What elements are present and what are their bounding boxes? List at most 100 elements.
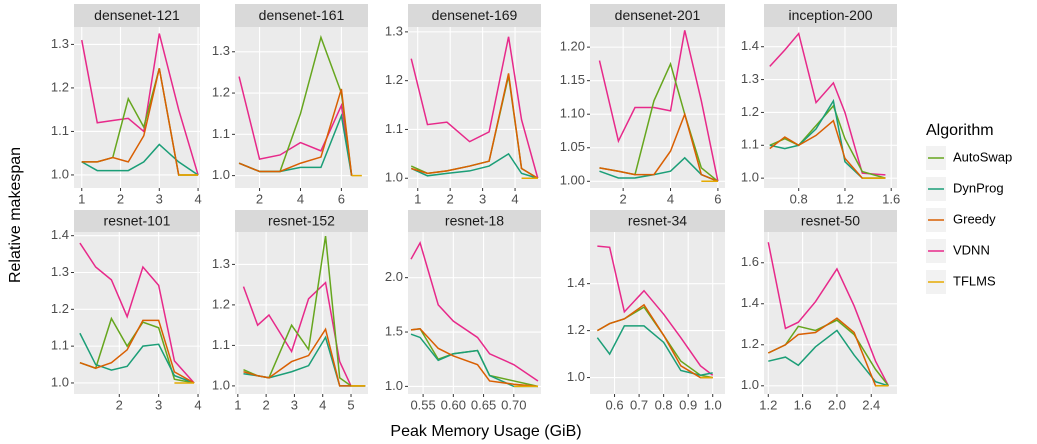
y-tick-label: 1.2 — [212, 296, 230, 311]
panel-title: densenet-121 — [94, 7, 180, 23]
x-tick-label: 2.0 — [828, 397, 846, 412]
y-tick-label: 1.0 — [212, 167, 230, 182]
y-tick-label: 1.2 — [51, 79, 69, 94]
y-tick-label: 1.20 — [560, 39, 585, 54]
y-tick-label: 1.0 — [212, 377, 230, 392]
y-tick-label: 1.2 — [567, 322, 585, 337]
panel-background — [408, 27, 541, 188]
x-tick-label: 2 — [116, 397, 123, 412]
y-tick-label: 1.10 — [560, 106, 585, 121]
x-tick-label: 6 — [338, 191, 345, 206]
x-tick-label: 2 — [620, 191, 627, 206]
y-tick-label: 1.3 — [212, 256, 230, 271]
x-tick-label: 1.0 — [704, 397, 722, 412]
y-tick-label: 1.1 — [385, 121, 403, 136]
legend-label: DynProg — [953, 180, 1004, 195]
series-line — [79, 242, 195, 384]
series-line — [238, 76, 353, 176]
series-line — [410, 36, 539, 179]
series-line — [243, 327, 366, 387]
x-tick-label: 0.7 — [630, 397, 648, 412]
y-tick-label: 1.00 — [560, 173, 585, 188]
x-tick-label: 4 — [511, 191, 518, 206]
y-tick-label: 1.3 — [51, 264, 69, 279]
y-tick-label: 1.1 — [212, 337, 230, 352]
x-tick-label: 0.8 — [790, 191, 808, 206]
x-tick-label: 0.65 — [471, 397, 496, 412]
legend-label: AutoSwap — [953, 149, 1012, 164]
x-tick-label: 4 — [297, 191, 304, 206]
x-tick-label: 1.2 — [759, 397, 777, 412]
y-tick-label: 1.0 — [567, 369, 585, 384]
panel-title: densenet-161 — [259, 7, 345, 23]
series-line — [79, 332, 195, 384]
panel-background — [235, 232, 368, 394]
x-tick-label: 2 — [263, 397, 270, 412]
panel-title: resnet-152 — [268, 213, 335, 229]
series-line — [410, 152, 538, 179]
series-line — [599, 156, 719, 182]
x-tick-label: 0.9 — [679, 397, 697, 412]
legend-label: VDNN — [953, 242, 990, 257]
y-tick-label: 1.5 — [385, 323, 403, 338]
x-tick-label: 3 — [479, 191, 486, 206]
x-tick-label: 1.2 — [836, 191, 854, 206]
panel-title: resnet-18 — [445, 213, 504, 229]
panel-strip — [235, 4, 368, 27]
series-line — [410, 333, 538, 388]
panel-background — [764, 27, 897, 188]
y-tick-label: 1.3 — [51, 36, 69, 51]
series-line — [596, 303, 713, 379]
series-line — [597, 245, 714, 376]
y-tick-label: 1.2 — [741, 104, 759, 119]
y-tick-label: 1.3 — [741, 71, 759, 86]
series-line — [769, 31, 886, 176]
y-tick-label: 1.4 — [741, 38, 759, 53]
panel-title: resnet-101 — [104, 213, 171, 229]
y-tick-label: 1.3 — [385, 23, 403, 38]
y-tick-label: 2.0 — [385, 269, 403, 284]
series-line — [81, 68, 199, 176]
y-tick-label: 1.0 — [385, 170, 403, 185]
panel-title: resnet-50 — [801, 213, 860, 229]
panel-title: densenet-201 — [615, 7, 701, 23]
y-tick-label: 1.1 — [51, 338, 69, 353]
y-tick-label: 1.05 — [560, 139, 585, 154]
x-tick-label: 1.6 — [882, 191, 900, 206]
panel-title: inception-200 — [788, 7, 872, 23]
y-tick-label: 1.2 — [212, 84, 230, 99]
legend-label: TFLMS — [953, 273, 996, 288]
series-line — [410, 240, 539, 382]
series-line — [767, 242, 890, 387]
series-line — [596, 325, 713, 376]
series-line — [598, 30, 719, 182]
x-tick-label: 0.6 — [606, 397, 624, 412]
x-tick-label: 1 — [78, 191, 85, 206]
y-tick-label: 1.15 — [560, 72, 585, 87]
panel-strip — [74, 210, 200, 232]
x-tick-label: 4 — [319, 397, 326, 412]
y-tick-label: 1.2 — [741, 336, 759, 351]
x-tick-label: 0.55 — [410, 397, 435, 412]
x-tick-label: 1 — [234, 397, 241, 412]
x-tick-label: 4 — [194, 397, 201, 412]
series-line — [79, 319, 195, 384]
series-line — [242, 281, 366, 387]
y-tick-label: 1.0 — [741, 170, 759, 185]
panel-strip — [590, 4, 725, 27]
x-tick-label: 2 — [256, 191, 263, 206]
x-tick-label: 4 — [667, 191, 674, 206]
x-tick-label: 5 — [347, 397, 354, 412]
panel-strip — [408, 210, 541, 232]
x-tick-label: 2.4 — [862, 397, 880, 412]
panel-strip — [235, 210, 368, 232]
y-tick-label: 1.2 — [51, 301, 69, 316]
series-line — [81, 33, 199, 176]
x-tick-label: 3 — [291, 397, 298, 412]
series-line — [411, 73, 539, 179]
x-tick-label: 0.70 — [501, 397, 526, 412]
y-tick-label: 1.1 — [51, 123, 69, 138]
panel-strip — [590, 210, 725, 232]
panel-background — [764, 232, 897, 394]
y-tick-label: 1.4 — [567, 275, 585, 290]
